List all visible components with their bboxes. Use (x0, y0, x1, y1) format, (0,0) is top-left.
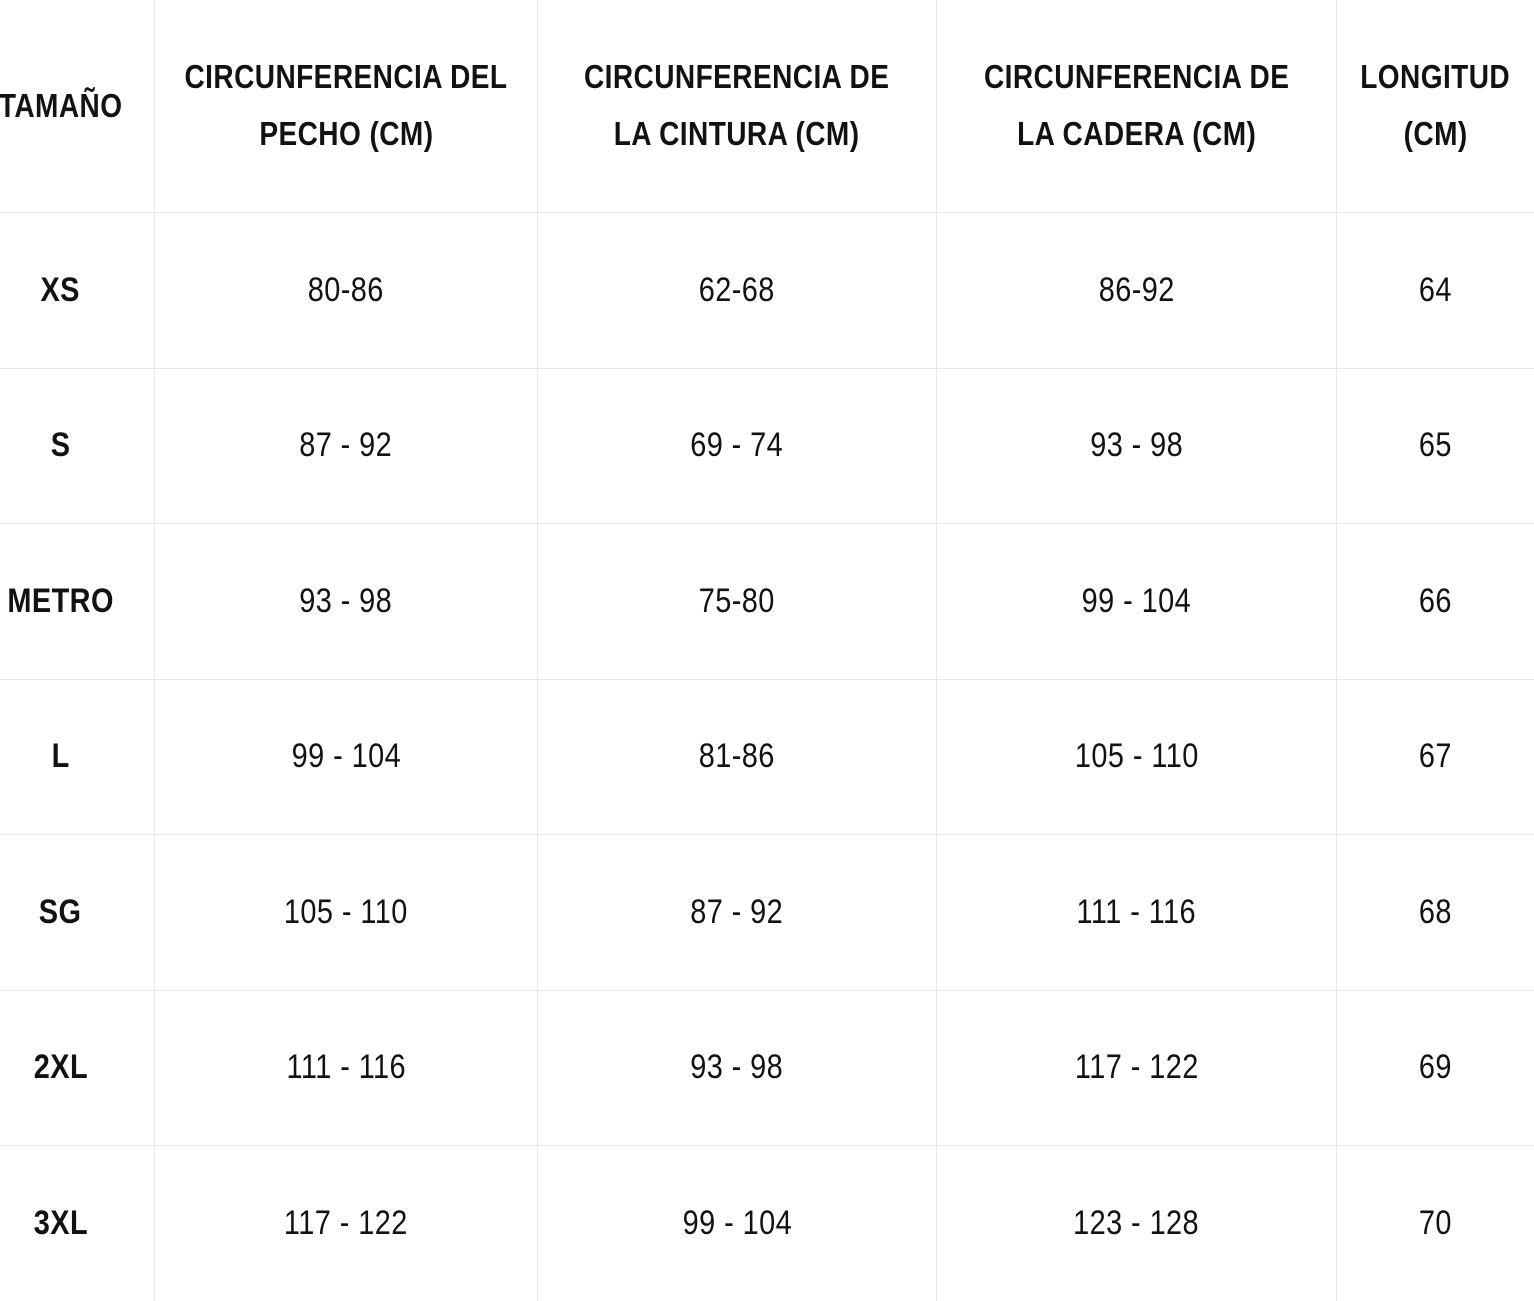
hip-circumference-value: 93 - 98 (1090, 426, 1183, 465)
column-header-longitud: LONGITUD (CM) (1337, 0, 1534, 212)
waist-circumference-value: 75-80 (698, 581, 776, 620)
hip-circumference-cell: 105 - 110 (937, 678, 1337, 834)
hip-circumference-cell: 111 - 116 (937, 834, 1337, 990)
column-header-pecho-line2: PECHO (CM) (258, 115, 434, 152)
chest-circumference-cell: 117 - 122 (155, 1145, 538, 1301)
hip-circumference-value: 111 - 116 (1076, 892, 1197, 931)
length-cell: 70 (1337, 1145, 1534, 1301)
hip-circumference-value: 123 - 128 (1073, 1203, 1200, 1242)
chest-circumference-value: 87 - 92 (299, 426, 393, 465)
hip-circumference-cell: 117 - 122 (937, 989, 1337, 1145)
waist-circumference-value: 62-68 (698, 270, 776, 309)
size-cell: SG (0, 834, 155, 990)
column-header-cadera-line2: LA CADERA (CM) (1016, 115, 1257, 152)
hip-circumference-cell: 123 - 128 (937, 1145, 1337, 1301)
chest-circumference-cell: 105 - 110 (155, 834, 538, 990)
hip-circumference-value: 99 - 104 (1081, 581, 1192, 620)
chest-circumference-value: 93 - 98 (299, 581, 393, 620)
column-header-pecho-line1: CIRCUNFERENCIA DEL (184, 58, 508, 96)
waist-circumference-value: 99 - 104 (682, 1203, 792, 1242)
waist-circumference-cell: 69 - 74 (538, 367, 937, 523)
length-value: 69 (1418, 1048, 1452, 1087)
size-cell: METRO (0, 523, 155, 679)
column-header-cintura-line2: LA CINTURA (CM) (614, 115, 860, 152)
waist-circumference-cell: 75-80 (538, 523, 937, 679)
hip-circumference-cell: 86-92 (937, 212, 1337, 368)
length-value: 65 (1418, 426, 1452, 465)
size-value: SG (39, 892, 82, 931)
column-header-tamano: TAMAÑO (0, 0, 155, 212)
size-value: L (51, 737, 70, 776)
size-value: 2XL (33, 1048, 88, 1087)
column-header-longitud-line2: (CM) (1403, 115, 1468, 152)
hip-circumference-value: 117 - 122 (1074, 1048, 1199, 1087)
chest-circumference-value: 111 - 116 (286, 1048, 406, 1087)
waist-circumference-cell: 93 - 98 (538, 989, 937, 1145)
length-cell: 68 (1337, 834, 1534, 990)
length-value: 68 (1418, 892, 1452, 931)
chest-circumference-cell: 99 - 104 (155, 678, 538, 834)
chest-circumference-cell: 93 - 98 (155, 523, 538, 679)
waist-circumference-cell: 62-68 (538, 212, 937, 368)
length-value: 66 (1418, 581, 1452, 620)
chest-circumference-cell: 80-86 (155, 212, 538, 368)
column-header-longitud-line1: LONGITUD (1360, 58, 1511, 96)
chest-circumference-value: 105 - 110 (284, 892, 408, 931)
chest-circumference-cell: 87 - 92 (155, 367, 538, 523)
length-cell: 67 (1337, 678, 1534, 835)
length-value: 70 (1418, 1203, 1452, 1242)
size-cell: L (0, 678, 155, 834)
waist-circumference-value: 81-86 (698, 737, 776, 776)
waist-circumference-value: 87 - 92 (690, 892, 784, 931)
size-cell: 2XL (0, 989, 155, 1145)
column-header-cadera: CIRCUNFERENCIA DE LA CADERA (CM) (937, 0, 1337, 212)
size-value: 3XL (33, 1203, 88, 1242)
column-header-pecho: CIRCUNFERENCIA DEL PECHO (CM) (155, 0, 538, 212)
chest-circumference-cell: 111 - 116 (155, 989, 538, 1145)
waist-circumference-value: 69 - 74 (690, 426, 784, 465)
header-lines: CIRCUNFERENCIA DEL PECHO (CM) (156, 49, 536, 163)
header-lines: CIRCUNFERENCIA DE LA CINTURA (CM) (557, 49, 916, 163)
chest-circumference-value: 99 - 104 (291, 737, 401, 776)
chest-circumference-value: 117 - 122 (284, 1203, 408, 1242)
length-cell: 66 (1337, 523, 1534, 679)
hip-circumference-value: 86-92 (1098, 270, 1175, 309)
size-cell: XS (0, 212, 155, 368)
size-value: S (50, 426, 71, 465)
waist-circumference-cell: 99 - 104 (538, 1145, 937, 1301)
column-header-cintura-line1: CIRCUNFERENCIA DE (584, 58, 890, 96)
waist-circumference-cell: 87 - 92 (538, 834, 937, 990)
chest-circumference-value: 80-86 (307, 270, 385, 309)
length-cell: 65 (1337, 367, 1534, 524)
header-lines: CIRCUNFERENCIA DE LA CADERA (CM) (957, 49, 1316, 163)
length-value: 64 (1418, 270, 1452, 309)
size-value: XS (40, 270, 81, 309)
length-cell: 64 (1337, 212, 1534, 368)
column-header-cadera-line1: CIRCUNFERENCIA DE (983, 58, 1290, 96)
column-header-cintura: CIRCUNFERENCIA DE LA CINTURA (CM) (538, 0, 937, 212)
header-lines: TAMAÑO (0, 78, 133, 135)
length-value: 67 (1418, 737, 1452, 776)
hip-circumference-cell: 93 - 98 (937, 367, 1337, 523)
size-cell: 3XL (0, 1145, 155, 1301)
waist-circumference-value: 93 - 98 (690, 1048, 784, 1087)
hip-circumference-value: 105 - 110 (1074, 737, 1199, 776)
size-cell: S (0, 367, 155, 523)
length-cell: 69 (1337, 989, 1534, 1146)
size-value: METRO (7, 581, 114, 620)
header-lines: LONGITUD (CM) (1347, 49, 1523, 163)
column-header-tamano-label: TAMAÑO (0, 86, 123, 124)
waist-circumference-cell: 81-86 (538, 678, 937, 834)
hip-circumference-cell: 99 - 104 (937, 523, 1337, 679)
